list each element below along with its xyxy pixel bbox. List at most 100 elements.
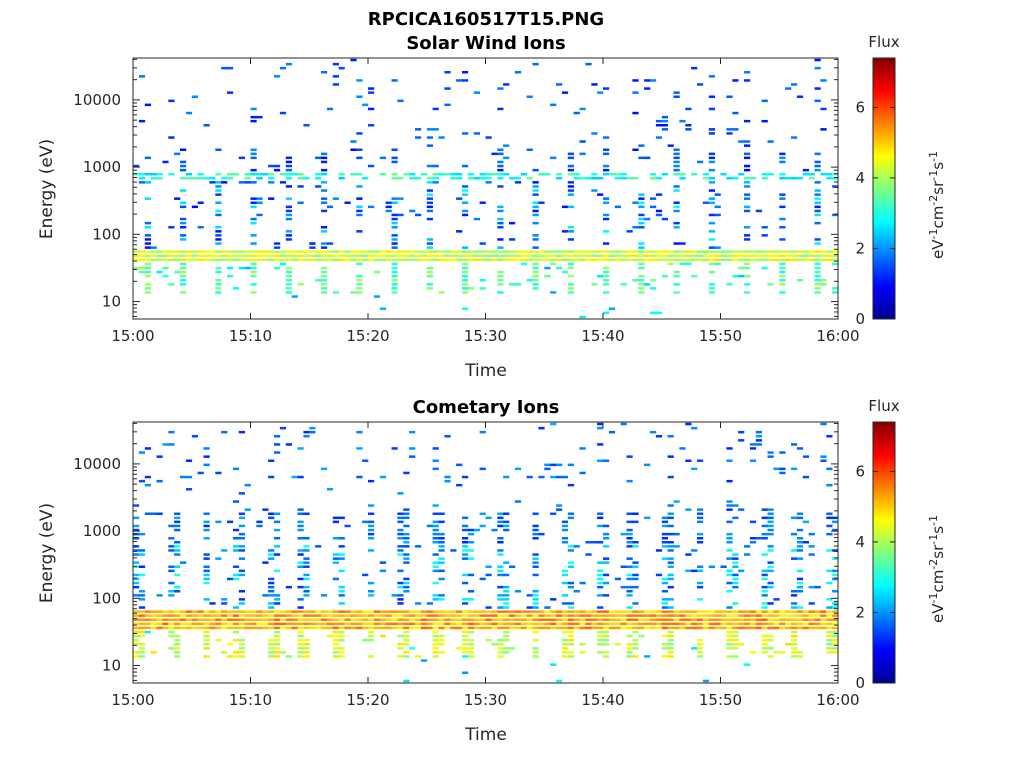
spectrogram-cell (315, 185, 322, 188)
spectrogram-cell (203, 634, 210, 638)
spectrogram-cell (561, 475, 569, 479)
spectrogram-cell (473, 528, 480, 532)
spectrogram-cell (526, 606, 533, 609)
spectrogram-cell (244, 177, 251, 180)
spectrogram-cell (603, 537, 610, 540)
spectrogram-cell (197, 173, 204, 176)
spectrogram-cell (626, 577, 633, 581)
spectrogram-cell (203, 258, 210, 262)
spectrogram-cell (456, 173, 463, 176)
spectrogram-cell (638, 287, 645, 290)
spectrogram-cell (714, 610, 721, 613)
spectrogram-cell (227, 618, 234, 621)
spectrogram-cell (467, 532, 475, 536)
spectrogram-cell (268, 647, 275, 650)
spectrogram-cell (285, 156, 292, 160)
spectrogram-cell (655, 626, 663, 630)
spectrogram-cell (791, 590, 798, 593)
spectrogram-cell (732, 128, 739, 131)
spectrogram-cell (626, 512, 633, 515)
spectrogram-cell (138, 258, 146, 262)
spectrogram-cell (832, 622, 839, 626)
spectrogram-cell (373, 626, 381, 630)
spectrogram-cell (650, 614, 657, 617)
spectrogram-cell (685, 459, 692, 462)
spectrogram-cell (632, 279, 639, 282)
spectrogram-cell (644, 156, 651, 160)
spectrogram-cell (432, 626, 439, 630)
spectrogram-cell (168, 254, 175, 257)
spectrogram-cell (385, 254, 392, 257)
spectrogram-cell (532, 181, 539, 184)
spectrogram-cell (767, 545, 774, 548)
spectrogram-cell (462, 71, 469, 74)
spectrogram-cell (279, 173, 287, 176)
spectrogram-cell (356, 132, 363, 135)
spectrogram-cell (415, 655, 422, 658)
panel-cometary: Cometary Ions 15:00 15:10 15:20 15:30 15:40 1… (37, 397, 947, 745)
spectrogram-cell (626, 177, 633, 180)
spectrogram-cell (356, 250, 363, 253)
spectrogram-cell (144, 250, 151, 253)
spectrogram-cell (585, 177, 592, 180)
spectrogram-cell (832, 618, 839, 621)
spectrogram-cell (714, 213, 721, 217)
spectrogram-cell (667, 606, 674, 609)
spectrogram-cell (802, 258, 809, 262)
spectrogram-cell (603, 136, 610, 139)
spectrogram-cell (397, 492, 404, 495)
spectrogram-cell (191, 254, 198, 257)
spectrogram-cell (467, 643, 475, 646)
spectrogram-cell (391, 258, 398, 262)
spectrogram-cell (144, 622, 151, 626)
spectrogram-cell (274, 250, 281, 253)
spectrogram-cell (438, 173, 445, 176)
spectrogram-cell (479, 618, 486, 621)
spectrogram-cell (162, 610, 169, 613)
spectrogram-cell (685, 508, 692, 511)
spectrogram-cell (532, 598, 539, 601)
spectrogram-cell (144, 618, 151, 621)
spectrogram-cell (144, 283, 151, 286)
spectrogram-cell (285, 160, 292, 164)
spectrogram-cell (432, 565, 439, 568)
spectrogram-cell (138, 177, 146, 180)
colorbar-units: eV-1cm-2sr-1s-1 (927, 515, 947, 623)
spectrogram-cell (767, 561, 774, 564)
spectrogram-cell (832, 262, 839, 266)
spectrogram-cell (626, 606, 633, 609)
spectrogram-cell (673, 152, 680, 156)
spectrogram-cell (203, 447, 210, 450)
spectrogram-cell (462, 266, 469, 270)
spectrogram-cell (673, 618, 680, 621)
spectrogram-cell (356, 626, 363, 630)
spectrogram-cell (702, 173, 710, 176)
spectrogram-cell (256, 177, 263, 180)
spectrogram-cell (426, 602, 433, 605)
spectrogram-cell (326, 254, 334, 257)
spectrogram-cell (185, 475, 193, 479)
spectrogram-cell (509, 647, 516, 650)
spectrogram-cell (773, 467, 780, 471)
spectrogram-cell (567, 205, 574, 209)
spectrogram-cell (479, 254, 486, 257)
spectrogram-cell (285, 283, 292, 286)
spectrogram-cell (785, 258, 792, 262)
spectrogram-cell (567, 181, 574, 184)
spectrogram-cell (238, 516, 245, 520)
spectrogram-cell (826, 467, 833, 471)
colorbar-tick-label: 6 (855, 98, 865, 116)
spectrogram-cell (761, 553, 768, 556)
spectrogram-cell (285, 585, 292, 589)
spectrogram-cell (726, 283, 733, 286)
spectrogram-cell (332, 630, 339, 634)
spectrogram-cell (256, 626, 263, 630)
spectrogram-cell (761, 569, 768, 573)
spectrogram-cell (432, 164, 439, 168)
spectrogram-cell (303, 549, 310, 552)
spectrogram-cell (744, 626, 751, 630)
spectrogram-cell (268, 581, 275, 585)
spectrogram-cell (467, 614, 475, 617)
spectrogram-cell (761, 258, 768, 262)
spectrogram-cell (338, 173, 345, 176)
